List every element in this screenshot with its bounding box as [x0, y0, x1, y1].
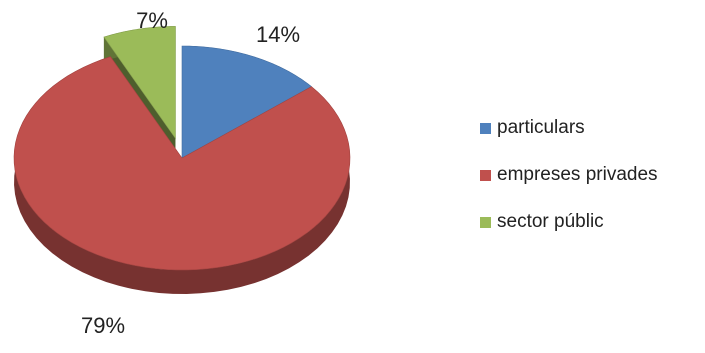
legend-swatch-sector-public	[480, 216, 491, 228]
legend-swatch-empreses-privades	[480, 169, 491, 181]
data-label-empreses-privades: 79%	[81, 313, 125, 338]
legend-item-sector-public: sector públic	[480, 210, 658, 234]
legend: particulars empreses privades sector púb…	[480, 116, 658, 257]
pie-slice-sector-public	[103, 26, 176, 140]
legend-label-sector-public: sector públic	[497, 211, 604, 232]
legend-label-empreses-privades: empreses privades	[497, 164, 658, 185]
data-label-sector-public: 7%	[136, 8, 168, 33]
data-labels: 14% 79% 7%	[81, 8, 300, 338]
legend-label-particulars: particulars	[497, 117, 585, 138]
legend-item-empreses-privades: empreses privades	[480, 163, 658, 187]
data-label-particulars: 14%	[256, 22, 300, 47]
legend-item-particulars: particulars	[480, 116, 658, 140]
pie-slice-empreses-privades	[13, 56, 351, 271]
pie-slice-particulars	[181, 45, 312, 159]
pie-slices	[13, 26, 351, 294]
legend-swatch-particulars	[480, 122, 491, 134]
